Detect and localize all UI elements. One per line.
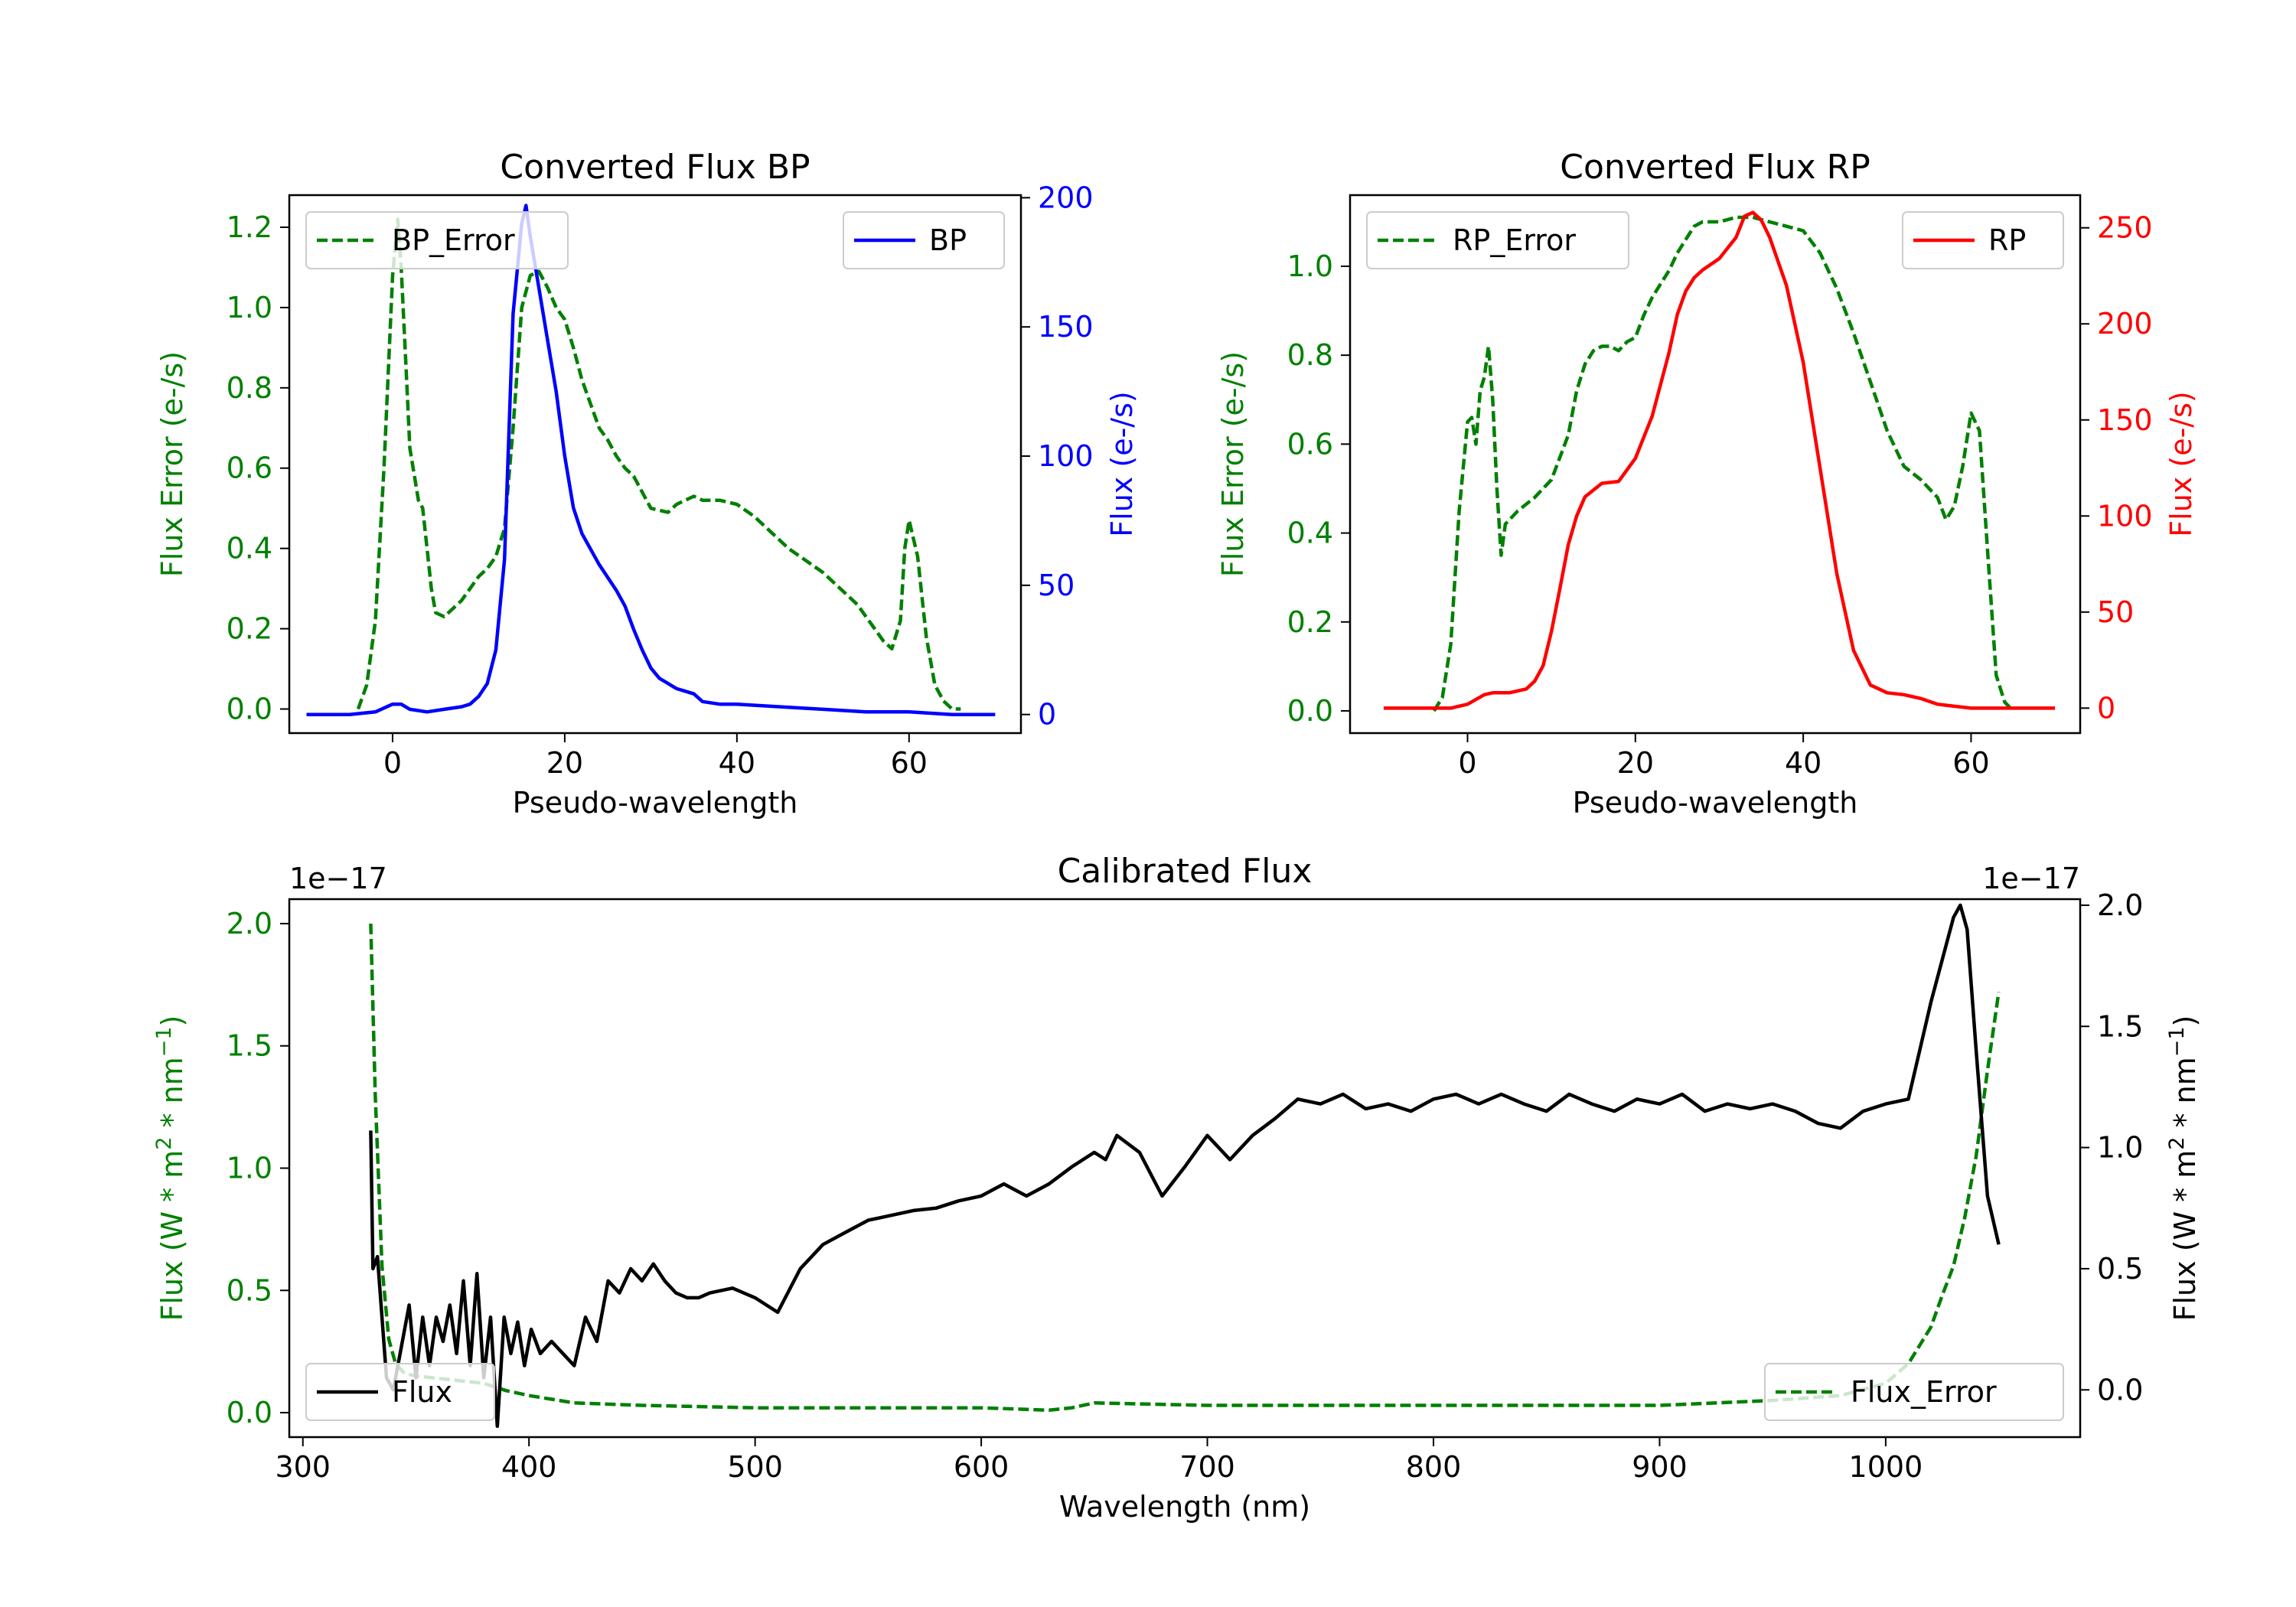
y-right-axis-label: Flux (W * m2 * nm−1) xyxy=(2165,1015,2203,1322)
y-left-tick-label: 0.0 xyxy=(227,693,272,726)
x-tick-label: 40 xyxy=(719,746,755,780)
series-flux xyxy=(369,903,2001,1429)
y-right-tick-label: 200 xyxy=(1038,181,1094,214)
y-left-tick-label: 1.0 xyxy=(227,291,272,324)
y-right-tick-label: 50 xyxy=(1038,569,1075,602)
legend-bp: BP xyxy=(843,211,1005,269)
x-tick-label: 40 xyxy=(1785,746,1821,780)
y-left-axis-label: Flux (W * m2 * nm−1) xyxy=(152,1015,190,1322)
chart-title: Calibrated Flux xyxy=(1058,852,1313,891)
legend-box xyxy=(305,1363,495,1421)
x-tick-label: 800 xyxy=(1406,1450,1462,1484)
legend-label: RP_Error xyxy=(1453,223,1576,257)
y-left-tick-label: 0.8 xyxy=(227,371,272,405)
y-right-offset-label: 1e−17 xyxy=(1982,862,2080,895)
legend-label: BP xyxy=(929,223,967,257)
x-tick-label: 400 xyxy=(501,1450,557,1484)
x-tick-label: 60 xyxy=(1952,746,1989,780)
y-left-tick-label: 0.0 xyxy=(227,1396,272,1429)
y-left-tick-label: 0.6 xyxy=(227,451,272,485)
y-right-axis-label: Flux (e-/s) xyxy=(2164,391,2198,536)
y-right-tick-label: 100 xyxy=(1038,439,1094,473)
x-tick-label: 60 xyxy=(891,746,928,780)
chart-title: Converted Flux RP xyxy=(1560,148,1870,187)
y-right-tick-label: 0 xyxy=(2097,691,2115,725)
y-left-tick-label: 1.0 xyxy=(1287,249,1333,283)
series-rp-error xyxy=(1432,215,2014,712)
legend-bp-error: BP_Error xyxy=(305,211,569,269)
x-tick-label: 700 xyxy=(1179,1450,1235,1484)
legend-box xyxy=(1764,1363,2064,1421)
x-tick-label: 500 xyxy=(727,1450,783,1484)
y-left-tick-label: 1.2 xyxy=(227,210,272,244)
x-tick-label: 0 xyxy=(1458,746,1476,780)
x-axis-label: Wavelength (nm) xyxy=(1059,1490,1310,1524)
y-right-tick-label: 200 xyxy=(2097,307,2153,341)
legend-label: BP_Error xyxy=(392,223,515,257)
y-left-tick-label: 0.5 xyxy=(227,1273,272,1307)
legend-flux: Flux xyxy=(305,1363,495,1421)
bp-chart: 0 20 40 60 0.0 0.2 0.4 0.6 0.8 1.0 1.2 0 50 100 150 200… xyxy=(155,148,1139,820)
y-left-offset-label: 1e−17 xyxy=(289,862,387,895)
x-tick-label: 1000 xyxy=(1849,1450,1923,1484)
legend-box xyxy=(843,211,1005,269)
y-left-tick-label: 2.0 xyxy=(227,907,272,940)
legend-label: RP xyxy=(1988,223,2026,257)
y-right-tick-label: 2.0 xyxy=(2097,888,2143,922)
x-tick-label: 300 xyxy=(275,1450,331,1484)
series-bp-error xyxy=(356,217,961,711)
legend-label: Flux xyxy=(392,1375,452,1409)
y-left-tick-label: 0.0 xyxy=(1287,694,1333,728)
x-axis-label: Pseudo-wavelength xyxy=(1573,786,1858,820)
y-left-tick-label: 0.2 xyxy=(1287,605,1333,639)
y-right-axis-label: Flux (e-/s) xyxy=(1105,391,1139,536)
x-tick-label: 0 xyxy=(383,746,402,780)
x-tick-label: 20 xyxy=(1617,746,1654,780)
x-tick-label: 900 xyxy=(1632,1450,1688,1484)
y-right-tick-label: 250 xyxy=(2097,211,2153,245)
series-bp xyxy=(306,204,996,716)
x-tick-label: 600 xyxy=(954,1450,1009,1484)
y-left-tick-label: 1.5 xyxy=(227,1029,272,1063)
y-right-tick-label: 100 xyxy=(2097,499,2153,533)
y-right-tick-label: 50 xyxy=(2097,595,2134,629)
legend-box xyxy=(305,211,569,269)
y-right-tick-label: 0.5 xyxy=(2097,1252,2143,1286)
y-left-tick-label: 0.4 xyxy=(1287,517,1333,550)
plot-frame xyxy=(288,194,1022,735)
legend-box xyxy=(1366,211,1629,269)
legend-label: Flux_Error xyxy=(1851,1375,1997,1409)
plot-frame xyxy=(1349,194,2082,735)
y-right-tick-label: 1.5 xyxy=(2097,1009,2143,1043)
legend-box xyxy=(1902,211,2064,269)
legend-rp-error: RP_Error xyxy=(1366,211,1629,269)
y-left-tick-label: 0.6 xyxy=(1287,427,1333,461)
y-left-axis-label: Flux Error (e-/s) xyxy=(1216,351,1250,577)
legend-flux-error: Flux_Error xyxy=(1764,1363,2064,1421)
y-right-tick-label: 0 xyxy=(1038,698,1056,732)
y-left-tick-label: 0.2 xyxy=(227,612,272,646)
y-left-axis-label: Flux Error (e-/s) xyxy=(155,351,189,577)
y-left-tick-label: 0.8 xyxy=(1287,338,1333,372)
y-right-tick-label: 150 xyxy=(1038,310,1094,344)
series-rp xyxy=(1383,210,2056,710)
legend-rp: RP xyxy=(1902,211,2064,269)
chart-title: Converted Flux BP xyxy=(500,148,810,187)
x-tick-label: 20 xyxy=(546,746,583,780)
rp-chart: 0 20 40 60 0.0 0.2 0.4 0.6 0.8 1.0 0 50 100 150 200 250… xyxy=(1216,148,2198,820)
y-left-tick-label: 1.0 xyxy=(227,1152,272,1185)
y-right-tick-label: 150 xyxy=(2097,403,2153,437)
x-axis-label: Pseudo-wavelength xyxy=(513,786,798,820)
y-right-tick-label: 1.0 xyxy=(2097,1131,2143,1165)
y-right-tick-label: 0.0 xyxy=(2097,1373,2143,1407)
calibrated-chart: 300 400 500 600 700 800 900 1000 0.0 0.5 1.0 1.5 2.0… xyxy=(152,852,2203,1524)
y-left-tick-label: 0.4 xyxy=(227,532,272,566)
